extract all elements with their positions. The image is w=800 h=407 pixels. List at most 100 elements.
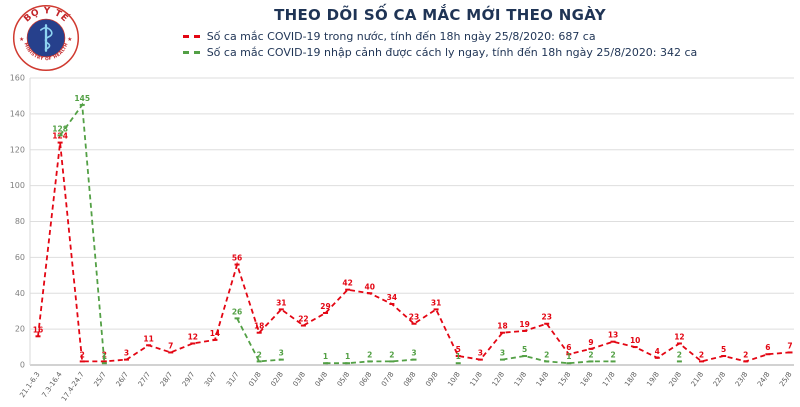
domestic-series-marker-icon [182,35,200,38]
imported-quarantined-cases-data-label: 1 [323,352,328,361]
domestic-cases-data-label: 11 [143,334,153,343]
x-axis-tick-label: 13/8 [513,371,529,388]
x-axis-tick-label: 24/8 [756,371,772,388]
domestic-cases-data-label: 18 [497,322,507,331]
imported-quarantined-cases-data-label: 1 [102,352,107,361]
domestic-cases-data-label: 3 [124,349,129,358]
imported-quarantined-cases-data-label: 2 [367,350,372,359]
domestic-cases-data-label: 40 [365,282,375,291]
x-axis-tick-label: 06/8 [358,371,374,388]
domestic-cases-data-label: 31 [431,298,441,307]
domestic-cases-data-label: 7 [787,341,792,350]
imported-quarantined-cases-data-label: 145 [74,94,90,103]
x-axis-tick-label: 26/7 [115,371,131,388]
domestic-cases-data-label: 2 [102,350,107,359]
logo-left-star-icon: ★ [19,36,24,43]
caduceus-snake-icon [40,27,53,51]
domestic-cases-data-label: 9 [588,338,593,347]
covid-daily-cases-line-chart: 02040608010012014016021.1-6.37.3-16.417.… [10,74,794,403]
imported-series-marker-icon [182,51,200,54]
domestic-cases-data-label: 23 [409,313,419,322]
domestic-cases-data-label: 34 [387,293,397,302]
x-axis-tick-label: 04/8 [314,371,330,388]
imported-quarantined-cases-data-label: 2 [544,350,549,359]
imported-quarantined-cases-data-label: 2 [389,350,394,359]
y-axis-tick-label: 0 [20,361,25,370]
ministry-of-health-logo: BỘ Y TẾ MINISTRY OF HEALTH ★ ★ [12,4,80,72]
x-axis-tick-label: 18/8 [623,371,639,388]
x-axis-tick-label: 27/7 [137,371,153,388]
y-axis-tick-label: 20 [15,325,25,334]
x-axis-tick-label: 25/7 [92,371,108,388]
domestic-cases-data-label: 4 [655,347,660,356]
x-axis-tick-label: 17.4-24.7 [60,371,86,403]
imported-quarantined-cases-data-label: 1 [345,352,350,361]
y-axis-tick-label: 60 [15,253,25,262]
legend-item-domestic: Số ca mắc COVID-19 trong nước, tính đến … [182,30,596,43]
y-axis-tick-label: 80 [15,217,25,226]
imported-quarantined-cases-data-label: 3 [279,349,284,358]
x-axis-tick-label: 23/8 [734,371,750,388]
domestic-cases-data-label: 13 [608,331,618,340]
logo-right-star-icon: ★ [67,36,72,43]
y-axis-tick-label: 40 [15,289,25,298]
x-axis-tick-label: 19/8 [645,371,661,388]
x-axis-tick-label: 20/8 [667,371,683,388]
domestic-cases-data-label: 14 [210,329,220,338]
domestic-cases-data-label: 31 [276,298,286,307]
y-axis-tick-label: 100 [10,181,25,190]
domestic-cases-data-label: 42 [342,279,352,288]
x-axis-tick-label: 10/8 [446,371,462,388]
x-axis-tick-label: 17/8 [601,371,617,388]
domestic-cases-data-label: 2 [80,350,85,359]
legend: Số ca mắc COVID-19 trong nước, tính đến … [182,30,698,59]
legend-label-domestic: Số ca mắc COVID-19 trong nước, tính đến … [206,30,596,43]
y-axis-tick-label: 160 [10,74,25,83]
x-axis-tick-label: 15/8 [557,371,573,388]
x-axis-tick-label: 16/8 [579,371,595,388]
x-axis-tick-label: 28/7 [159,371,175,388]
x-axis-tick-label: 08/8 [402,371,418,388]
imported-quarantined-cases-data-label: 1 [566,352,571,361]
x-axis-tick-label: 07/8 [380,371,396,388]
y-axis-tick-label: 120 [10,145,25,154]
x-axis-tick-label: 22/8 [712,371,728,388]
domestic-cases-data-label: 29 [320,302,330,311]
imported-quarantined-cases-data-label: 26 [232,307,242,316]
imported-quarantined-cases-data-label: 5 [522,345,527,354]
y-axis-tick-label: 140 [10,109,25,118]
legend-item-imported: Số ca mắc COVID-19 nhập cảnh được cách l… [182,46,698,59]
domestic-cases-line [37,142,791,363]
domestic-cases-data-label: 56 [232,254,242,263]
domestic-cases-data-label: 18 [254,322,264,331]
imported-quarantined-cases-data-label: 2 [588,350,593,359]
domestic-cases-data-label: 19 [519,320,529,329]
x-axis-tick-label: 14/8 [535,371,551,388]
x-axis-tick-label: 09/8 [424,371,440,388]
domestic-cases-data-label: 5 [456,345,461,354]
x-axis-tick-label: 05/8 [336,371,352,388]
x-axis-tick-label: 21/8 [690,371,706,388]
imported-quarantined-cases-data-label: 3 [500,349,505,358]
imported-quarantined-cases-data-label: 128 [52,124,68,133]
header-text: THEO DÕI SỐ CA MẮC MỚI THEO NGÀY Số ca m… [90,4,790,59]
imported-quarantined-cases-data-label: 3 [411,349,416,358]
x-axis-tick-label: 21.1-6.3 [18,371,41,400]
header: BỘ Y TẾ MINISTRY OF HEALTH ★ ★ THEO DÕI … [0,0,800,72]
x-axis-tick-label: 02/8 [269,371,285,388]
x-axis-tick-label: 03/8 [291,371,307,388]
x-axis-tick-label: 01/8 [247,371,263,388]
legend-label-imported: Số ca mắc COVID-19 nhập cảnh được cách l… [206,46,698,59]
domestic-cases-data-label: 6 [566,343,571,352]
domestic-cases-data-label: 22 [298,315,308,324]
imported-quarantined-cases-data-label: 2 [677,350,682,359]
domestic-cases-data-label: 23 [541,313,551,322]
imported-quarantined-cases-data-label: 1 [456,352,461,361]
x-axis-tick-label: 29/7 [181,371,197,388]
x-axis-tick-label: 25/8 [778,371,794,388]
domestic-cases-data-label: 12 [674,332,684,341]
x-axis-tick-label: 7.3-16.4 [40,370,64,399]
imported-quarantined-cases-data-label: 2 [610,350,615,359]
imported-quarantined-cases-data-label: 2 [257,350,262,359]
